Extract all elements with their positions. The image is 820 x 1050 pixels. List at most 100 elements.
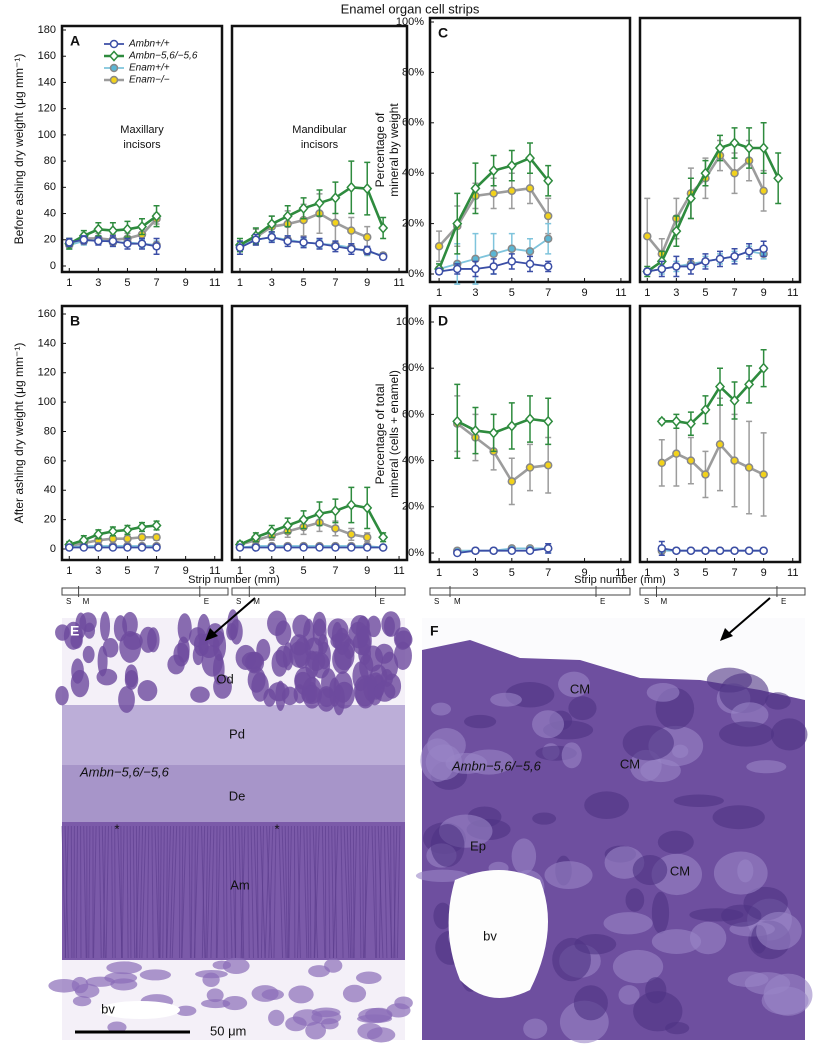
y-axis-label: Percentage of total [373, 384, 387, 485]
y-tick-label: 120 [38, 103, 56, 115]
series-line [646, 141, 780, 273]
cell [288, 985, 314, 1004]
streak [151, 825, 154, 959]
marker [65, 238, 74, 247]
y-tick-label: 0% [408, 268, 424, 280]
cell [195, 969, 228, 979]
blob [523, 1018, 548, 1039]
cell [355, 971, 382, 984]
marker [362, 533, 372, 542]
blob [544, 861, 593, 890]
cell [212, 960, 232, 970]
streak [64, 825, 69, 959]
streak [247, 825, 250, 959]
cell [305, 1021, 326, 1040]
y-axis-label: Percentage of [373, 112, 387, 187]
x-tick-label: 3 [673, 287, 679, 299]
marker [488, 165, 499, 177]
cell [200, 999, 231, 1009]
cell [118, 686, 135, 713]
marker [314, 197, 325, 209]
strip-bar [231, 587, 406, 596]
streak [61, 825, 67, 959]
y-tick-label: 60 [44, 455, 56, 467]
y-tick-label: 40 [44, 207, 56, 219]
y-tick-label: 20 [44, 234, 56, 246]
x-tick-label: 3 [472, 567, 478, 579]
marker [378, 543, 388, 552]
x-tick-label: 1 [644, 287, 650, 299]
legend-marker [108, 50, 120, 62]
strip-zone-label: S [644, 597, 649, 606]
marker [107, 525, 118, 538]
blob [618, 985, 640, 1005]
streak [303, 825, 308, 959]
y-tick-label: 60 [44, 181, 56, 193]
blob [558, 671, 590, 698]
blob [719, 721, 775, 747]
x-tick-label: 7 [153, 565, 159, 577]
legend-marker [109, 75, 119, 85]
streak [225, 825, 228, 959]
marker [543, 211, 553, 221]
marker [93, 528, 104, 540]
cell [102, 638, 119, 658]
blob [511, 838, 537, 875]
x-tick-label: 11 [209, 277, 220, 289]
blob [632, 855, 668, 886]
marker [773, 172, 784, 184]
marker [434, 242, 444, 251]
strip-bar [639, 587, 806, 596]
streak [284, 825, 288, 959]
blob [651, 929, 702, 954]
x-tick-label: 11 [393, 277, 404, 289]
legend-marker [109, 39, 119, 49]
marker [657, 264, 667, 274]
blob [603, 912, 653, 935]
panel-letter: F [430, 623, 439, 639]
streak [378, 825, 382, 959]
marker [282, 519, 293, 532]
streak [111, 825, 114, 959]
micrographs [48, 609, 813, 1044]
marker [235, 543, 245, 552]
cell [175, 1005, 197, 1017]
streak [166, 825, 171, 959]
streak [297, 825, 302, 959]
marker [108, 236, 118, 246]
cell [137, 680, 158, 702]
marker [470, 182, 481, 194]
marker [362, 543, 372, 552]
marker [507, 186, 517, 196]
strip-zone-label: E [204, 597, 209, 606]
marker [362, 232, 372, 242]
arrowhead [205, 628, 218, 641]
cell [222, 995, 248, 1011]
marker [525, 247, 535, 256]
x-tick-label: 9 [581, 287, 587, 299]
strip-zone-label: S [236, 597, 241, 606]
cell [365, 1007, 393, 1023]
cell [373, 681, 396, 702]
streak [190, 825, 193, 959]
marker [672, 449, 681, 458]
x-tick-label: 1 [237, 565, 243, 577]
marker [251, 235, 261, 245]
streak [371, 825, 377, 959]
x-tick-label: 5 [702, 287, 708, 299]
y-tick-label: 80 [44, 155, 56, 167]
cell [82, 645, 95, 664]
streak [396, 825, 401, 959]
streak [154, 825, 160, 959]
y-tick-label: 20% [402, 218, 424, 230]
cell [251, 672, 269, 702]
marker [729, 137, 740, 149]
x-tick-label: 5 [509, 567, 515, 579]
x-tick-label: 5 [301, 277, 307, 289]
marker [672, 546, 681, 555]
cell [267, 610, 287, 637]
subplot-title: incisors [123, 139, 161, 151]
x-tick-label: 9 [364, 565, 370, 577]
streak [353, 825, 357, 959]
blob [761, 986, 809, 1015]
